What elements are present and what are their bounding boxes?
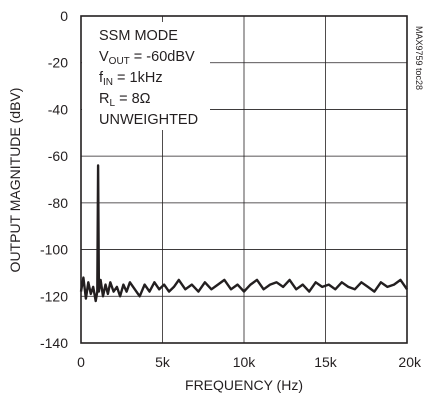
annotation-background xyxy=(82,22,210,130)
figure-id: MAX9759 toc28 xyxy=(414,26,423,90)
y-tick-label: -60 xyxy=(48,148,68,164)
x-tick-label: 5k xyxy=(155,354,171,370)
x-tick-label: 0 xyxy=(77,354,85,370)
annotation-weighting: UNWEIGHTED xyxy=(99,112,198,128)
annotation-rl: RL = 8Ω xyxy=(99,91,151,109)
y-tick-label: -80 xyxy=(48,195,68,211)
y-tick-label: -20 xyxy=(48,55,68,71)
x-tick-label: 10k xyxy=(233,354,257,370)
annotation-mode: SSM MODE xyxy=(99,28,178,44)
series-line xyxy=(79,164,408,303)
y-tick-label: -140 xyxy=(40,335,68,351)
y-tick-label: 0 xyxy=(60,8,68,24)
x-tick-labels: 0 5k 10k 15k 20k xyxy=(77,354,422,370)
y-tick-label: -40 xyxy=(48,101,68,117)
x-axis-title: FREQUENCY (Hz) xyxy=(185,377,303,393)
annotation-fin: fIN = 1kHz xyxy=(99,70,163,88)
x-tick-label: 15k xyxy=(314,354,338,370)
y-tick-label: -100 xyxy=(40,242,68,258)
y-tick-label: -120 xyxy=(40,288,68,304)
x-tick-label: 20k xyxy=(398,354,422,370)
annotation-vout: VOUT = -60dBV xyxy=(99,49,195,67)
y-tick-labels: 0 -20 -40 -60 -80 -100 -120 -140 xyxy=(40,8,68,351)
plot-frame xyxy=(80,15,408,344)
y-axis-title: OUTPUT MAGNITUDE (dBV) xyxy=(7,88,23,273)
annotation-block: SSM MODE VOUT = -60dBV fIN = 1kHz RL = 8… xyxy=(99,28,198,128)
